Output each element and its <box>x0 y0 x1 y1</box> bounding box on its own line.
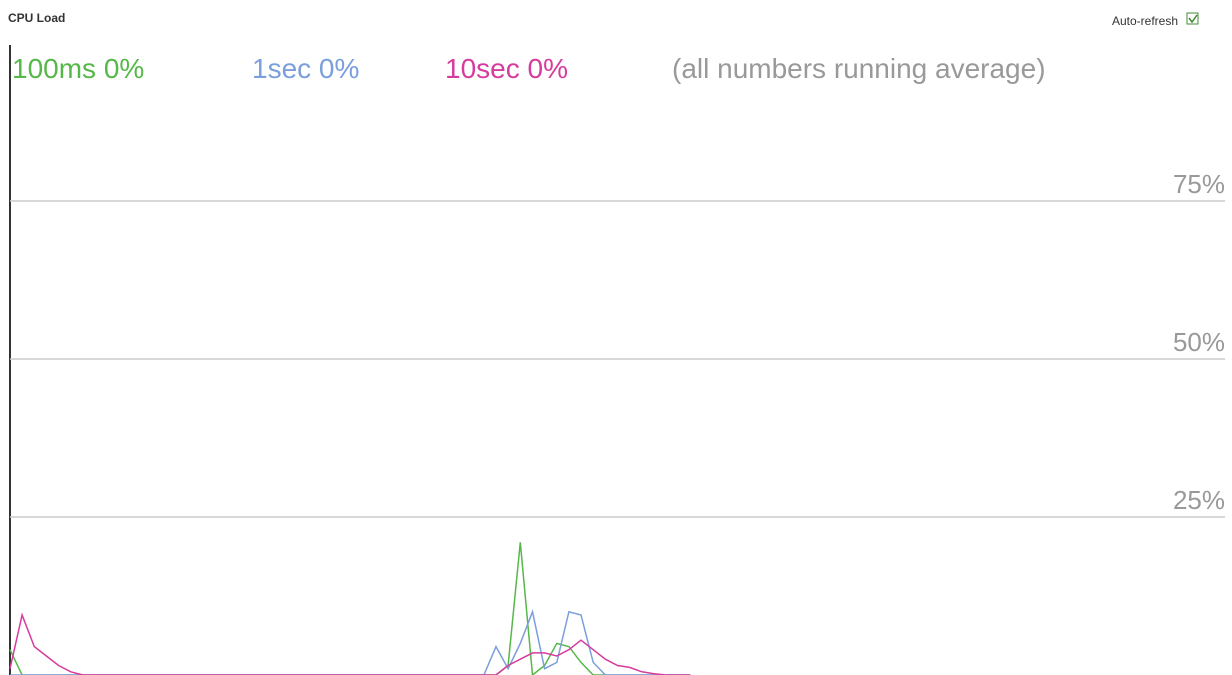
legend-entry: 1sec 0% <box>252 53 359 84</box>
y-tick-label: 50% <box>1173 327 1225 357</box>
series-line <box>10 609 691 675</box>
legend-entry: 10sec 0% <box>445 53 568 84</box>
series-line <box>9 612 691 675</box>
y-tick-label: 75% <box>1173 169 1225 199</box>
y-tick-label: 25% <box>1173 485 1225 515</box>
check-mark <box>1188 14 1198 24</box>
legend-entry: 100ms 0% <box>12 53 144 84</box>
annotation: (all numbers running average) <box>672 53 1046 84</box>
auto-refresh-checkbox[interactable] <box>1186 12 1199 25</box>
auto-refresh-label: Auto-refresh <box>1112 14 1178 28</box>
series-line <box>9 542 691 675</box>
panel-title: CPU Load <box>8 11 65 25</box>
